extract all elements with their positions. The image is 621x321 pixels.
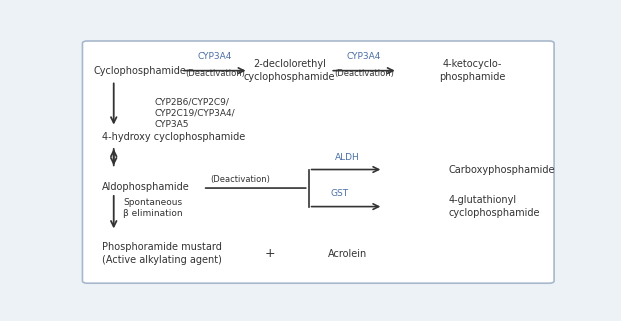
- Text: CYP3A4: CYP3A4: [347, 52, 381, 61]
- Text: Aldophosphamide: Aldophosphamide: [102, 182, 189, 192]
- Text: (Deactivation): (Deactivation): [185, 69, 245, 78]
- FancyBboxPatch shape: [83, 41, 554, 283]
- Text: Spontaneous
β elimination: Spontaneous β elimination: [124, 198, 183, 218]
- Text: CYP2B6/CYP2C9/
CYP2C19/CYP3A4/
CYP3A5: CYP2B6/CYP2C9/ CYP2C19/CYP3A4/ CYP3A5: [155, 98, 235, 129]
- Text: 4-ketocyclo-
phosphamide: 4-ketocyclo- phosphamide: [439, 59, 505, 82]
- Text: 4-glutathionyl
cyclophosphamide: 4-glutathionyl cyclophosphamide: [448, 195, 540, 218]
- Text: GST: GST: [331, 189, 349, 198]
- Text: Carboxyphosphamide: Carboxyphosphamide: [448, 165, 555, 175]
- Text: Acrolein: Acrolein: [328, 248, 367, 258]
- Text: Cyclophosphamide: Cyclophosphamide: [94, 66, 187, 76]
- Text: ALDH: ALDH: [335, 153, 360, 162]
- Text: +: +: [265, 247, 276, 260]
- Text: CYP3A4: CYP3A4: [197, 52, 232, 61]
- Text: 2-declolorethyl
cyclophosphamide: 2-declolorethyl cyclophosphamide: [243, 59, 335, 82]
- Text: Phosphoramide mustard
(Active alkylating agent): Phosphoramide mustard (Active alkylating…: [102, 242, 222, 265]
- Text: (Deactivation): (Deactivation): [334, 69, 394, 78]
- Text: 4-hydroxy cyclophosphamide: 4-hydroxy cyclophosphamide: [102, 132, 245, 143]
- Text: (Deactivation): (Deactivation): [210, 175, 270, 184]
